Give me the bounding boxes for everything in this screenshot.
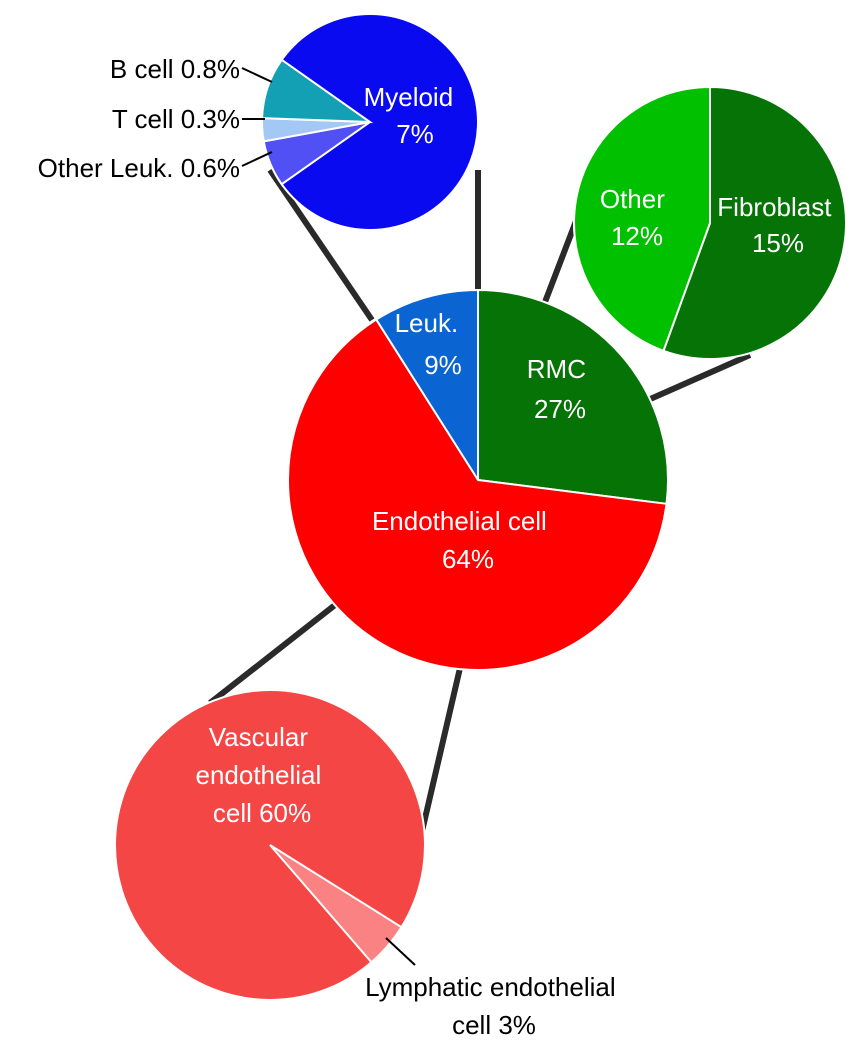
endo-connector-left [208, 602, 337, 706]
label-rmc-value: 27% [534, 394, 586, 424]
label-myeloid-value: 7% [396, 119, 434, 149]
label-t-cell: T cell 0.3% [112, 104, 240, 134]
label-lymphatic: Lymphatic endothelial cell 3% [365, 972, 623, 1040]
label-other: Other 12% [600, 184, 672, 251]
other-leuk-leader [241, 151, 273, 167]
label-leuk: Leuk. 9% [395, 308, 466, 380]
label-lymphatic-line1: Lymphatic endothelial [365, 972, 616, 1002]
label-rmc: RMC 27% [527, 354, 593, 424]
label-other-value: 12% [611, 221, 663, 251]
label-endothelial: Endothelial cell 64% [372, 506, 554, 574]
label-endothelial-value: 64% [442, 544, 494, 574]
label-endothelial-name: Endothelial cell [372, 506, 547, 536]
leuk-connector-left [267, 168, 375, 322]
label-vascular-line1: Vascular [209, 722, 309, 752]
slice-lymphatic-endothelial-cell [269, 844, 403, 964]
label-vascular: Vascular endothelial cell 60% [195, 722, 328, 828]
label-other-name: Other [600, 184, 665, 214]
label-vascular-line3: cell 60% [213, 798, 311, 828]
slice-fibroblast [662, 86, 847, 360]
main-pie [287, 289, 669, 671]
endothelial-detail-pie [114, 689, 426, 1001]
slice-other [573, 86, 711, 352]
label-lymphatic-line2: cell 3% [452, 1010, 536, 1040]
label-myeloid-name: Myeloid [364, 82, 454, 112]
slice-rmc [477, 289, 669, 505]
label-b-cell: B cell 0.8% [110, 54, 240, 84]
label-leuk-name: Leuk. [395, 308, 459, 338]
leuk-detail-pie [261, 13, 479, 231]
rmc-detail-pie [573, 86, 847, 360]
endo-connector-right [417, 667, 463, 841]
label-leuk-value: 9% [424, 350, 462, 380]
label-vascular-line2: endothelial [195, 760, 321, 790]
slice-labels: Leuk. 9% RMC 27% Endothelial cell 64% My… [38, 54, 838, 1040]
slice-endothelial-cell [287, 318, 668, 671]
lymphatic-leader [385, 937, 416, 966]
b-cell-leader [241, 67, 273, 83]
label-fibroblast-value: 15% [752, 228, 804, 258]
label-rmc-name: RMC [527, 354, 586, 384]
label-myeloid: Myeloid 7% [364, 82, 461, 149]
label-other-leuk: Other Leuk. 0.6% [38, 153, 240, 183]
label-fibroblast-name: Fibroblast [717, 192, 832, 222]
slice-leuk [375, 289, 479, 481]
rmc-connector-bottom [646, 352, 752, 403]
leader-lines [241, 67, 416, 966]
connector-lines [208, 168, 752, 841]
label-fibroblast: Fibroblast 15% [717, 192, 838, 258]
